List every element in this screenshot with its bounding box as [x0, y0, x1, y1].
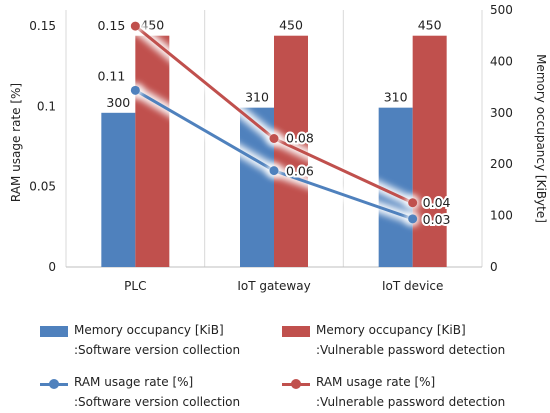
line-data-label: 0.06: [286, 164, 314, 179]
line-data-label: 0.08: [286, 131, 314, 146]
x-category-label: IoT gateway: [237, 279, 310, 293]
y-right-tick-label: 500: [490, 3, 513, 17]
line-marker: [408, 198, 418, 208]
legend-marker-blue: [49, 379, 59, 389]
y-left-axis-title: RAM usage rate [%]: [9, 83, 23, 202]
legend-label-line1: Memory occupancy [KiB]: [74, 323, 224, 337]
bar-data-label: 450: [279, 18, 303, 33]
y-left-tick-label: 0.05: [29, 180, 56, 194]
legend-label-line1: Memory occupancy [KiB]: [316, 323, 466, 337]
legend-label-line2: :Vulnerable password detection: [316, 395, 506, 409]
bar-data-label: 310: [384, 90, 408, 105]
line-data-label: 0.11: [97, 68, 125, 83]
line-marker: [269, 134, 279, 143]
bar-data-label: 300: [106, 95, 130, 110]
bar-memory-password: [412, 35, 447, 268]
line-marker: [130, 85, 140, 95]
line-marker: [130, 21, 140, 31]
y-left-tick-label: 0.1: [37, 99, 56, 113]
legend-marker-red: [291, 379, 301, 389]
legend-swatch-bar-red: [282, 326, 310, 337]
y-right-axis-title: Memory occupancy [KiByte]: [534, 54, 548, 223]
bar-memory-password: [135, 35, 170, 268]
legend-label-line2: :Software version collection: [74, 395, 241, 409]
x-category-label: PLC: [124, 279, 146, 293]
line-marker: [408, 214, 418, 224]
y-right-tick-label: 0: [490, 260, 498, 274]
legend-label-line2: :Software version collection: [74, 343, 241, 357]
bar-memory-software: [101, 112, 136, 267]
x-category-label: IoT device: [382, 279, 443, 293]
y-right-tick-label: 300: [490, 106, 513, 120]
legend-label-line1: RAM usage rate [%]: [316, 375, 436, 389]
legend-swatch-bar-blue: [40, 326, 68, 337]
y-right-tick-label: 200: [490, 157, 513, 171]
line-data-label: 0.04: [423, 195, 451, 210]
legend-label-line2: :Vulnerable password detection: [316, 343, 506, 357]
y-left-tick-label: 0: [48, 260, 56, 274]
line-marker: [269, 166, 279, 176]
y-right-tick-label: 400: [490, 54, 513, 68]
y-right-tick-label: 100: [490, 209, 513, 223]
legend-label-line1: RAM usage rate [%]: [74, 375, 194, 389]
bar-data-label: 450: [418, 18, 442, 33]
bar-data-label: 310: [245, 90, 269, 105]
y-left-tick-label: 0.15: [29, 19, 56, 33]
line-data-label: 0.15: [97, 18, 125, 33]
line-data-label: 0.03: [423, 212, 451, 227]
